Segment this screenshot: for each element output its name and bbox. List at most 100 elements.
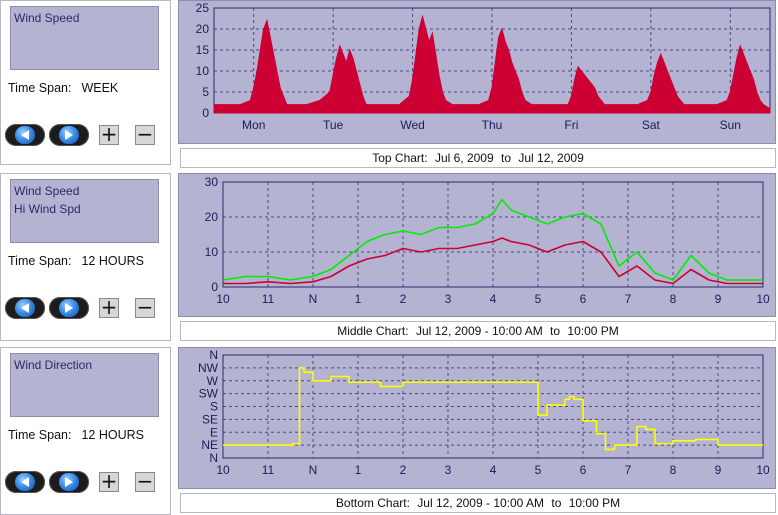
y-tick-label: 10 [205,245,219,259]
x-tick-label: 2 [400,463,407,477]
x-tick-label: 8 [670,463,677,477]
y-tick-label: 15 [196,43,210,57]
y-tick-label: 10 [196,64,210,78]
plot-area-border [222,181,764,288]
caption-end: 10:00 PM [567,324,619,338]
x-tick-label: 7 [625,463,632,477]
previous-button[interactable] [5,124,45,146]
y-tick-label: NE [201,438,218,452]
x-tick-label: 10 [216,292,230,306]
zoom-out-button[interactable]: − [135,295,155,319]
y-tick-label: SW [199,387,219,401]
y-tick-label: NW [198,361,219,375]
variable-item[interactable]: Wind Speed [14,184,80,198]
x-tick-label: Thu [482,118,503,132]
time-span-row: Time Span: 12 HOURS [8,254,144,268]
right-triangle-icon [65,303,73,313]
next-button[interactable] [49,297,89,319]
x-tick-label: 11 [262,292,275,306]
time-span-label: Time Span: [8,254,72,268]
bottom-chart[interactable]: N NE E SE S SW W NW N 10 11 N 1 2 3 4 5 6 7 8 9 10 [178,347,776,489]
next-button[interactable] [49,124,89,146]
caption-to: to [551,496,562,510]
previous-button[interactable] [5,471,45,493]
variable-list[interactable]: Wind Speed [10,6,159,70]
x-tick-label: 6 [580,292,587,306]
y-tick-label: 0 [202,106,209,120]
time-span-value[interactable]: WEEK [81,81,119,95]
x-tick-label: 8 [670,292,677,306]
x-tick-label: Tue [323,118,344,132]
time-span-value[interactable]: 12 HOURS [81,428,144,442]
time-span-label: Time Span: [8,428,72,442]
series-area [213,14,771,114]
zoom-out-button[interactable]: − [135,122,155,146]
x-tick-label: Sun [720,118,741,132]
x-tick-label: 10 [756,292,770,306]
zoom-in-button[interactable]: + [99,469,119,493]
time-span-value[interactable]: 12 HOURS [81,254,144,268]
caption-prefix: Middle Chart: [337,324,409,338]
control-panel-bottom: Wind Direction Time Span: 12 HOURS + − [0,347,171,515]
zoom-in-button[interactable]: + [99,295,119,319]
x-tick-label: 3 [445,463,452,477]
wind-speed-week-chart: 0 5 10 15 20 25 Mon Tue Wed Thu Fri Sat Sun [196,1,771,132]
x-tick-label: 4 [490,463,497,477]
variable-item[interactable]: Wind Speed [14,11,80,25]
time-span-row: Time Span: 12 HOURS [8,428,144,442]
x-tick-label: 10 [216,463,230,477]
x-tick-label: 5 [535,463,542,477]
series-line-primary [223,367,763,451]
variable-item[interactable]: Hi Wind Spd [14,202,81,216]
y-tick-label: 25 [196,1,210,15]
variable-item[interactable]: Wind Direction [14,358,93,372]
caption-to: to [550,324,561,338]
caption-start: Jul 12, 2009 - 10:00 AM [415,324,543,338]
left-triangle-icon [21,130,29,140]
left-triangle-icon [21,303,29,313]
variable-list[interactable]: Wind Speed Hi Wind Spd [10,179,159,243]
previous-button[interactable] [5,297,45,319]
x-tick-label: 1 [355,292,362,306]
series-line-primary [223,237,763,285]
y-tick-label: E [210,425,218,439]
plot-area-border [222,354,764,459]
x-tick-label: 3 [445,292,452,306]
caption-start: Jul 6, 2009 [434,151,494,165]
y-tick-label: S [210,400,218,414]
y-tick-label: SE [202,412,218,426]
x-tick-label: 5 [535,292,542,306]
time-span-label: Time Span: [8,81,72,95]
y-tick-label: N [209,348,218,362]
x-tick-label: Sat [642,118,661,132]
control-panel-top: Wind Speed Time Span: WEEK + − [0,0,171,165]
x-tick-label: 6 [580,463,587,477]
x-tick-label: 2 [400,292,407,306]
right-triangle-icon [65,130,73,140]
y-tick-label: 20 [196,22,210,36]
x-tick-label: 10 [756,463,770,477]
y-tick-label: 0 [211,280,218,294]
zoom-out-button[interactable]: − [135,469,155,493]
caption-prefix: Top Chart: [372,151,428,165]
next-button[interactable] [49,471,89,493]
middle-chart[interactable]: 0 10 20 30 10 11 N 1 2 3 4 5 6 7 8 9 10 [178,173,776,317]
bottom-chart-caption: Bottom Chart: Jul 12, 2009 - 10:00 AM to… [180,493,776,513]
x-tick-label: 11 [262,463,275,477]
top-chart-caption: Top Chart: Jul 6, 2009 to Jul 12, 2009 [180,148,776,168]
y-tick-label: 5 [202,85,209,99]
control-panel-middle: Wind Speed Hi Wind Spd Time Span: 12 HOUR… [0,173,171,341]
caption-prefix: Bottom Chart: [335,496,410,510]
x-tick-label: 9 [715,463,722,477]
top-chart[interactable]: 0 5 10 15 20 25 Mon Tue Wed Thu Fri Sat Sun [178,0,776,144]
caption-to: to [501,151,512,165]
x-tick-label: Fri [564,118,578,132]
zoom-in-button[interactable]: + [99,122,119,146]
caption-end: Jul 12, 2009 [518,151,584,165]
series-line-secondary [222,198,763,281]
left-triangle-icon [21,477,29,487]
x-tick-label: N [309,292,318,306]
variable-list[interactable]: Wind Direction [10,353,159,417]
